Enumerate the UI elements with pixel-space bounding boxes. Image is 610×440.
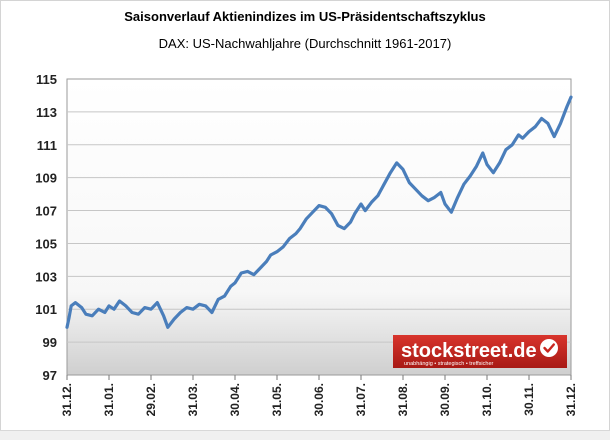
x-axis-ticks [66, 375, 572, 380]
series-layer [65, 95, 573, 329]
y-tick-label: 103 [35, 269, 57, 284]
y-tick-label: 111 [37, 138, 57, 153]
y-tick-label: 115 [36, 72, 57, 87]
y-axis-labels: 97 99 101 103 105 107 109 111 113 115 [35, 72, 57, 383]
logo-check-icon [540, 339, 558, 357]
chart-subtitle: DAX: US-Nachwahljahre (Durchschnitt 1961… [158, 36, 452, 51]
y-tick-label: 109 [35, 171, 57, 186]
series-line [65, 95, 573, 329]
x-tick-label: 31.03. [186, 383, 200, 416]
x-tick-label: 30.11. [522, 383, 536, 416]
y-tick-label: 99 [43, 335, 57, 350]
x-tick-label: 31.10. [480, 383, 494, 416]
checkmark-icon [543, 343, 555, 353]
x-tick-label: 30.06. [312, 383, 326, 416]
x-tick-label: 31.12. [564, 383, 578, 416]
x-tick-label: 31.08. [396, 383, 410, 416]
y-tick-label: 105 [35, 236, 57, 251]
y-tick-label: 101 [35, 302, 57, 317]
x-tick-label: 31.07. [354, 383, 368, 416]
plot-area [66, 78, 572, 376]
x-axis-labels: 31.12. 31.01. 29.02. 31.03. 30.04. 31.05. 30.0… [60, 383, 578, 416]
footer-strip [0, 430, 610, 440]
logo-tagline: unabhängig • strategisch • treffsicher [404, 361, 494, 367]
stockstreet-logo: stockstreet.de unabhängig • strategisch … [393, 335, 567, 368]
x-tick-label: 31.05. [270, 383, 284, 416]
x-tick-label: 29.02. [144, 383, 158, 416]
x-tick-label: 30.04. [228, 383, 242, 416]
y-tick-label: 97 [43, 368, 57, 383]
x-tick-label: 31.12. [60, 383, 74, 416]
x-tick-label: 30.09. [438, 383, 452, 416]
y-tick-label: 113 [36, 105, 57, 120]
y-tick-label: 107 [35, 204, 57, 219]
logo-text: stockstreet.de [401, 340, 537, 362]
x-tick-label: 31.01. [102, 383, 116, 416]
chart-title: Saisonverlauf Aktienindizes im US-Präsid… [124, 9, 486, 24]
